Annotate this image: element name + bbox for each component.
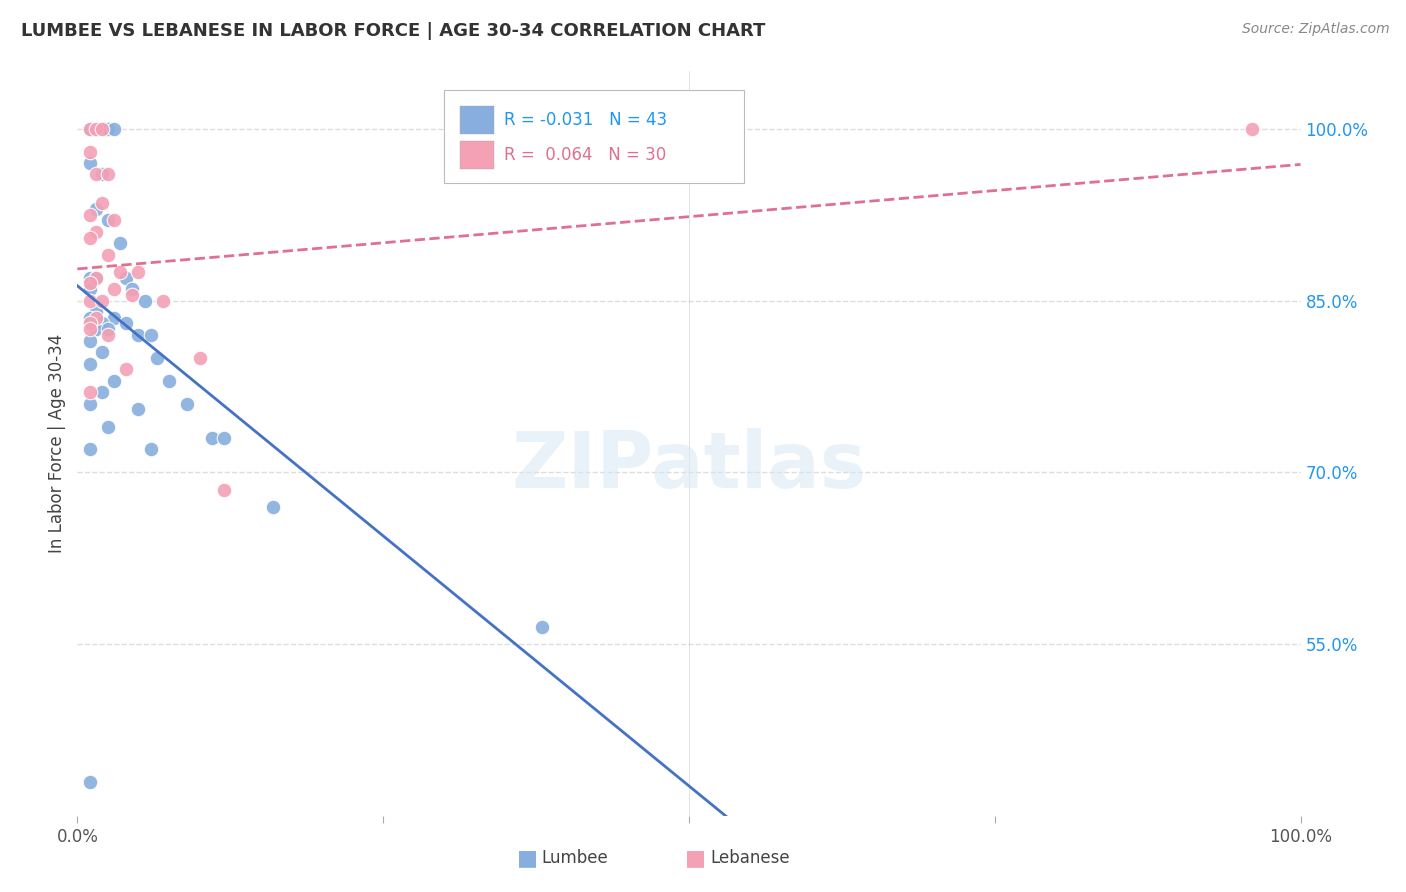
Point [79, 310, 101, 325]
Point [84, 322, 107, 336]
Point [97, 121, 120, 136]
Point [79, 357, 101, 371]
Point [176, 397, 198, 411]
Point [79, 334, 101, 348]
Point [90, 293, 112, 308]
Point [97, 213, 120, 227]
Text: ■: ■ [517, 848, 537, 868]
Point [79, 317, 101, 331]
Point [90, 196, 112, 211]
Point [531, 620, 554, 634]
Point [79, 442, 101, 457]
Point [121, 287, 143, 301]
Point [79, 230, 101, 244]
Point [84, 168, 107, 182]
Point [134, 293, 156, 308]
Text: R = -0.031   N = 43: R = -0.031 N = 43 [505, 111, 668, 128]
Point [146, 351, 169, 365]
Point [103, 213, 125, 227]
Point [97, 327, 120, 342]
Point [79, 293, 101, 308]
Point [90, 168, 112, 182]
Point [127, 265, 149, 279]
Point [157, 374, 180, 388]
Point [79, 385, 101, 400]
Point [97, 248, 120, 262]
Point [152, 293, 174, 308]
Point [79, 208, 101, 222]
Point [79, 774, 101, 789]
Text: Source: ZipAtlas.com: Source: ZipAtlas.com [1241, 22, 1389, 37]
Point [212, 431, 235, 445]
Y-axis label: In Labor Force | Age 30-34: In Labor Force | Age 30-34 [48, 334, 66, 553]
Point [79, 397, 101, 411]
Point [103, 121, 125, 136]
Point [84, 305, 107, 319]
Point [108, 236, 131, 251]
Text: LUMBEE VS LEBANESE IN LABOR FORCE | AGE 30-34 CORRELATION CHART: LUMBEE VS LEBANESE IN LABOR FORCE | AGE … [21, 22, 765, 40]
Point [79, 145, 101, 159]
Point [90, 317, 112, 331]
Point [201, 431, 224, 445]
Point [188, 351, 211, 365]
Point [139, 327, 162, 342]
Text: Lebanese: Lebanese [710, 849, 790, 867]
Point [1240, 121, 1263, 136]
Point [79, 121, 101, 136]
Point [84, 270, 107, 285]
Point [90, 121, 112, 136]
Point [79, 282, 101, 296]
Point [262, 500, 284, 514]
Point [115, 362, 138, 376]
Point [84, 310, 107, 325]
Text: ■: ■ [686, 848, 706, 868]
Point [84, 225, 107, 239]
Point [79, 322, 101, 336]
Point [79, 270, 101, 285]
Point [97, 168, 120, 182]
Point [90, 345, 112, 359]
Point [84, 121, 107, 136]
Point [127, 402, 149, 417]
Point [97, 322, 120, 336]
Point [84, 202, 107, 216]
Point [90, 121, 112, 136]
FancyBboxPatch shape [460, 105, 495, 134]
Text: ZIPatlas: ZIPatlas [512, 428, 866, 504]
Point [103, 282, 125, 296]
FancyBboxPatch shape [460, 141, 495, 169]
Point [79, 121, 101, 136]
Point [103, 310, 125, 325]
Point [127, 327, 149, 342]
Point [103, 374, 125, 388]
Text: Lumbee: Lumbee [541, 849, 607, 867]
Point [139, 442, 162, 457]
Text: R =  0.064   N = 30: R = 0.064 N = 30 [505, 145, 666, 164]
Point [90, 385, 112, 400]
Point [115, 270, 138, 285]
Point [115, 317, 138, 331]
Point [84, 121, 107, 136]
Point [97, 419, 120, 434]
Point [108, 265, 131, 279]
Point [79, 156, 101, 170]
Point [212, 483, 235, 497]
Point [84, 270, 107, 285]
FancyBboxPatch shape [444, 90, 744, 183]
Point [79, 277, 101, 291]
Point [121, 282, 143, 296]
